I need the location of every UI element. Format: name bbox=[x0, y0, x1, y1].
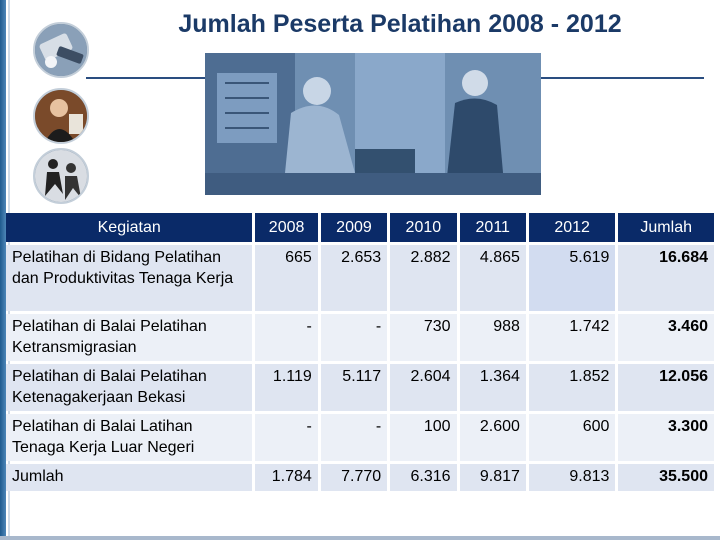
people-photo-icon bbox=[33, 88, 89, 144]
table-total-row: Jumlah 1.784 7.770 6.316 9.817 9.813 35.… bbox=[6, 464, 714, 491]
cell-2010: 100 bbox=[390, 414, 457, 461]
title-rule-right bbox=[540, 77, 704, 79]
cell-jumlah: 3.300 bbox=[618, 414, 714, 461]
figures-photo-icon bbox=[33, 148, 89, 204]
row-label: Pelatihan di Balai Latihan Tenaga Kerja … bbox=[6, 414, 253, 461]
cell-2011: 2.600 bbox=[459, 414, 526, 461]
cell-2012: 1.742 bbox=[528, 314, 616, 361]
table-row: Pelatihan di Balai Pelatihan Ketransmigr… bbox=[6, 314, 714, 361]
header-2008: 2008 bbox=[255, 213, 318, 242]
cell-2009: 2.653 bbox=[320, 245, 388, 311]
cell-2012: 5.619 bbox=[528, 245, 616, 311]
header-jumlah: Jumlah bbox=[618, 213, 714, 242]
table-row: Pelatihan di Balai Latihan Tenaga Kerja … bbox=[6, 414, 714, 461]
header-kegiatan: Kegiatan bbox=[6, 213, 253, 242]
cell-2008: - bbox=[255, 314, 318, 361]
cell-jumlah: 16.684 bbox=[618, 245, 714, 311]
cell-2011: 9.817 bbox=[459, 464, 526, 491]
cell-2010: 730 bbox=[390, 314, 457, 361]
table-row: Pelatihan di Balai Pelatihan Ketenagaker… bbox=[6, 364, 714, 411]
table-header-row: Kegiatan 2008 2009 2010 2011 2012 Jumlah bbox=[6, 213, 714, 242]
participants-table: Kegiatan 2008 2009 2010 2011 2012 Jumlah… bbox=[3, 210, 717, 494]
cell-2008: 665 bbox=[255, 245, 318, 311]
cell-2010: 2.604 bbox=[390, 364, 457, 411]
header-2012: 2012 bbox=[528, 213, 616, 242]
cell-2012: 9.813 bbox=[528, 464, 616, 491]
cell-jumlah: 12.056 bbox=[618, 364, 714, 411]
cell-2009: - bbox=[320, 314, 388, 361]
cell-2008: - bbox=[255, 414, 318, 461]
header-2011: 2011 bbox=[459, 213, 526, 242]
table-row: Pelatihan di Bidang Pelatihan dan Produk… bbox=[6, 245, 714, 311]
row-label: Pelatihan di Balai Pelatihan Ketransmigr… bbox=[6, 314, 253, 361]
cell-2010: 2.882 bbox=[390, 245, 457, 311]
title-rule-left bbox=[86, 77, 206, 79]
bottom-accent-bar bbox=[0, 536, 720, 540]
cell-2011: 4.865 bbox=[459, 245, 526, 311]
cell-2009: 5.117 bbox=[320, 364, 388, 411]
row-label: Jumlah bbox=[6, 464, 253, 491]
cell-2008: 1.784 bbox=[255, 464, 318, 491]
worker-training-photo bbox=[205, 53, 541, 195]
cell-2009: 7.770 bbox=[320, 464, 388, 491]
cell-2011: 1.364 bbox=[459, 364, 526, 411]
page-title: Jumlah Peserta Pelatihan 2008 - 2012 bbox=[178, 10, 622, 38]
header-2010: 2010 bbox=[390, 213, 457, 242]
cell-2008: 1.119 bbox=[255, 364, 318, 411]
cell-jumlah: 35.500 bbox=[618, 464, 714, 491]
row-label: Pelatihan di Bidang Pelatihan dan Produk… bbox=[6, 245, 253, 311]
business-photo-icon bbox=[33, 22, 89, 78]
cell-jumlah: 3.460 bbox=[618, 314, 714, 361]
cell-2011: 988 bbox=[459, 314, 526, 361]
header-2009: 2009 bbox=[320, 213, 388, 242]
row-label: Pelatihan di Balai Pelatihan Ketenagaker… bbox=[6, 364, 253, 411]
cell-2009: - bbox=[320, 414, 388, 461]
cell-2012: 600 bbox=[528, 414, 616, 461]
cell-2012: 1.852 bbox=[528, 364, 616, 411]
cell-2010: 6.316 bbox=[390, 464, 457, 491]
